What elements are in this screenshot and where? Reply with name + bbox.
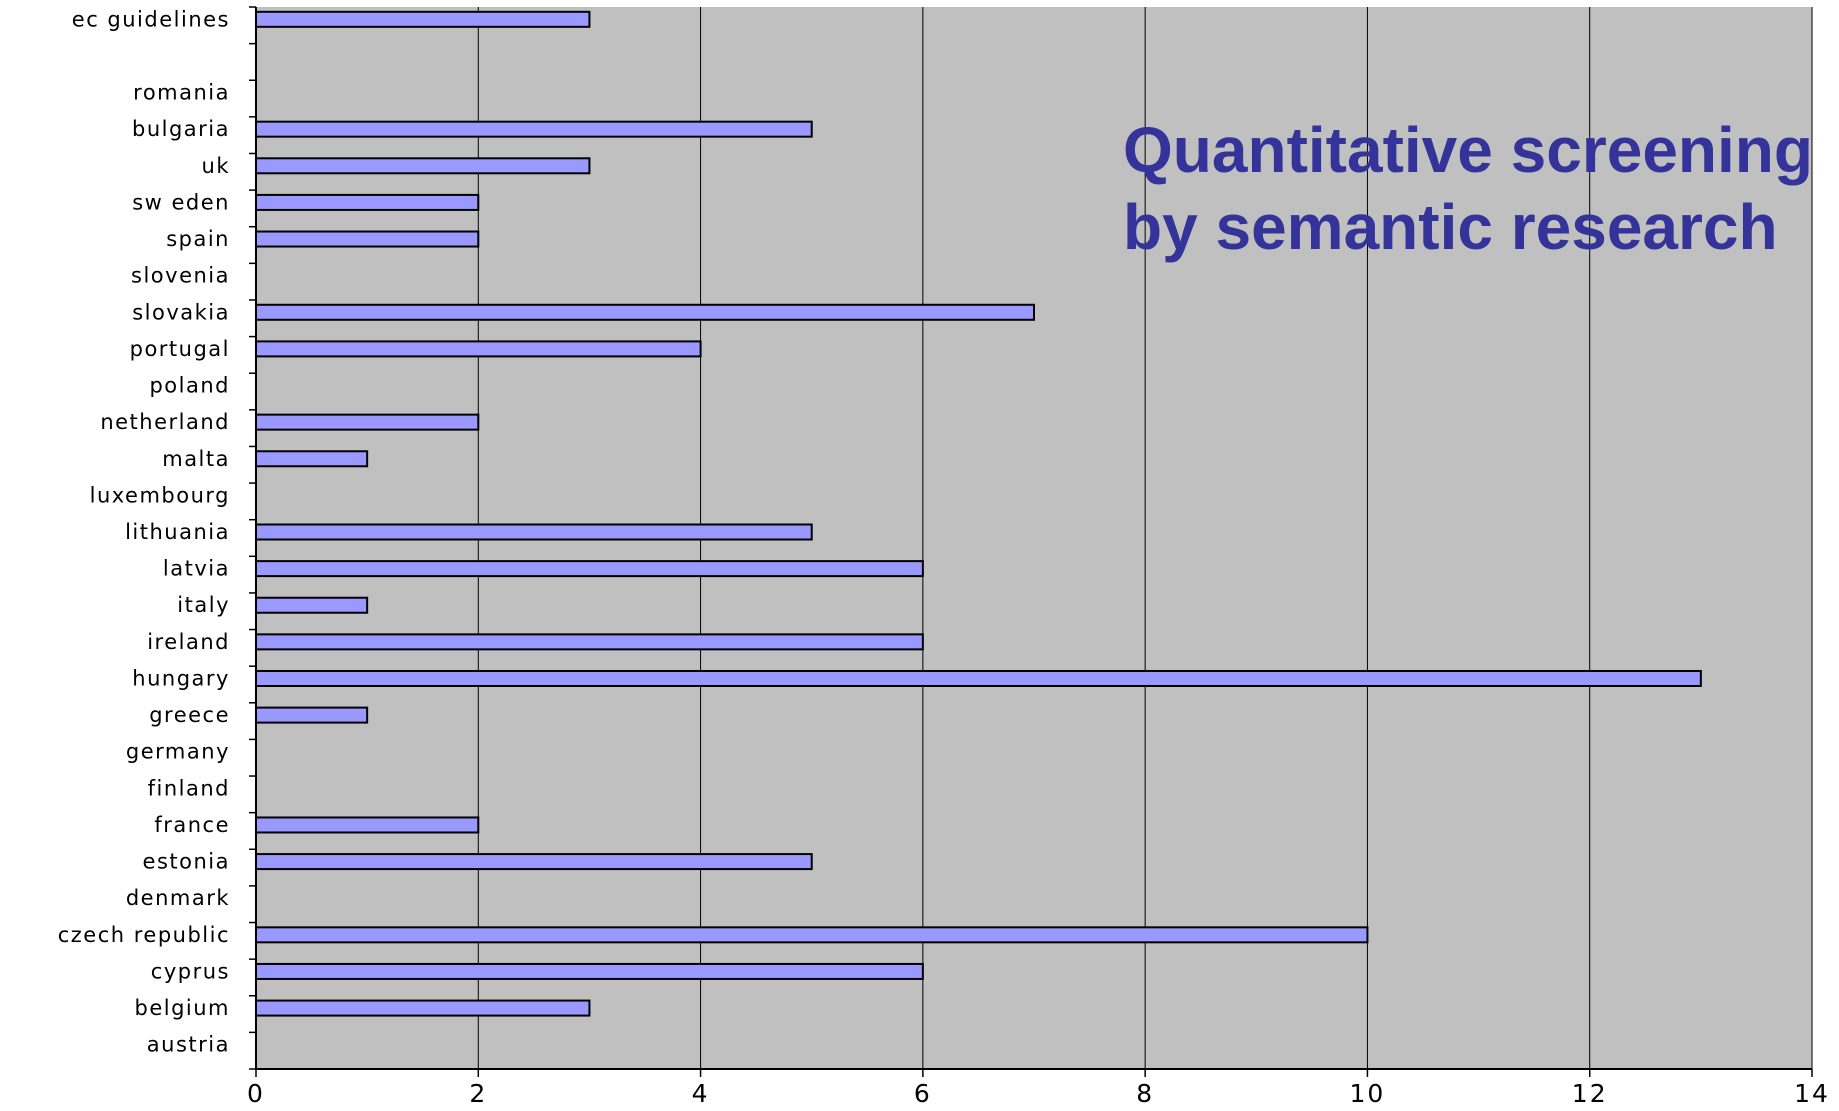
bar-23 xyxy=(255,853,813,871)
bar-15 xyxy=(255,560,924,578)
x-tick-label-1: 2 xyxy=(469,1079,487,1108)
chart-title-line-1: Quantitative screening xyxy=(1123,114,1813,186)
bar-16 xyxy=(255,596,369,614)
category-labels: ec guidelines romania bulgaria uk sw eden spa… xyxy=(58,7,230,1057)
bar-9 xyxy=(255,340,702,358)
bar-4 xyxy=(255,157,591,175)
bar-25 xyxy=(255,926,1369,944)
bar-22 xyxy=(255,816,480,834)
bar-5 xyxy=(255,193,480,211)
category-label-7: slovenia xyxy=(131,264,230,288)
category-label-3: bulgaria xyxy=(132,117,230,141)
x-tick-label-7: 14 xyxy=(1794,1079,1830,1108)
category-label-0: ec guidelines xyxy=(72,7,230,31)
category-label-23: estonia xyxy=(143,850,230,874)
category-label-13: luxembourg xyxy=(90,483,230,507)
bar-27 xyxy=(255,999,591,1017)
category-label-9: portugal xyxy=(130,337,230,361)
bar-17 xyxy=(255,633,924,651)
category-label-25: czech republic xyxy=(58,923,230,947)
category-label-19: greece xyxy=(149,703,230,727)
x-tick-labels: 0 2 4 6 8 10 12 14 xyxy=(247,1079,1830,1108)
category-label-16: italy xyxy=(177,593,230,617)
category-label-4: uk xyxy=(202,154,230,178)
x-tick-label-0: 0 xyxy=(247,1079,265,1108)
bar-26 xyxy=(255,962,924,980)
x-tick-label-5: 10 xyxy=(1350,1079,1386,1108)
category-label-22: france xyxy=(154,813,230,837)
x-tick-label-6: 12 xyxy=(1572,1079,1608,1108)
bar-18 xyxy=(255,669,1702,687)
bar-8 xyxy=(255,303,1035,321)
category-label-8: slovakia xyxy=(132,300,230,324)
category-label-15: latvia xyxy=(163,557,230,581)
x-tick-label-4: 8 xyxy=(1136,1079,1154,1108)
category-label-12: malta xyxy=(162,447,230,471)
x-tick-label-3: 6 xyxy=(914,1079,932,1108)
bar-19 xyxy=(255,706,369,724)
category-label-2: romania xyxy=(133,81,230,105)
category-label-17: ireland xyxy=(147,630,230,654)
axes xyxy=(249,6,1813,1077)
category-label-5: sw eden xyxy=(132,190,230,214)
category-label-18: hungary xyxy=(132,666,230,690)
bar-12 xyxy=(255,450,369,468)
category-label-6: spain xyxy=(166,227,230,251)
bar-14 xyxy=(255,523,813,541)
chart-title: Quantitative screening by semantic resea… xyxy=(1123,114,1813,263)
category-label-11: netherland xyxy=(100,410,230,434)
category-label-21: finland xyxy=(148,776,230,800)
category-label-26: cyprus xyxy=(151,959,230,983)
bar-0 xyxy=(255,10,591,28)
bar-6 xyxy=(255,230,480,248)
bar-3 xyxy=(255,120,813,138)
category-label-28: austria xyxy=(147,1033,230,1057)
category-label-20: germany xyxy=(126,740,230,764)
category-label-24: denmark xyxy=(126,886,230,910)
category-label-14: lithuania xyxy=(125,520,230,544)
category-label-10: poland xyxy=(149,374,230,398)
bar-11 xyxy=(255,413,480,431)
chart-title-line-2: by semantic research xyxy=(1123,191,1778,263)
x-tick-label-2: 4 xyxy=(692,1079,710,1108)
bars xyxy=(255,10,1702,1017)
category-label-27: belgium xyxy=(134,996,230,1020)
